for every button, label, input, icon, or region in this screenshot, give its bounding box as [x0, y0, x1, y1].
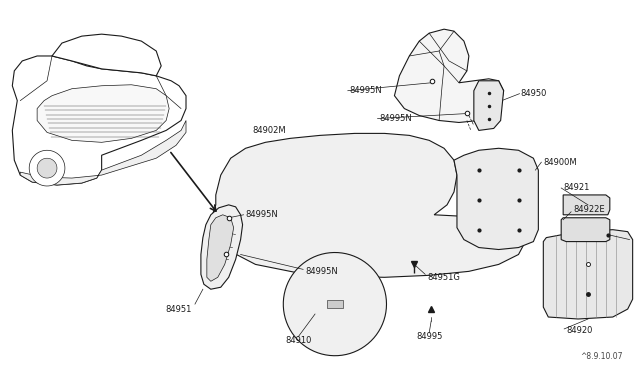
Text: 84995N: 84995N — [380, 114, 412, 123]
Text: 84995: 84995 — [416, 332, 442, 341]
Text: 84922E: 84922E — [573, 205, 605, 214]
Polygon shape — [29, 150, 65, 186]
Text: 84995N: 84995N — [350, 86, 383, 95]
Polygon shape — [454, 148, 538, 250]
Polygon shape — [37, 158, 57, 178]
Text: 84951: 84951 — [166, 305, 192, 314]
Text: 84902M: 84902M — [253, 126, 286, 135]
Polygon shape — [561, 218, 610, 241]
Text: 84920: 84920 — [566, 326, 593, 336]
Text: 84900M: 84900M — [543, 158, 577, 167]
Polygon shape — [211, 134, 529, 277]
Polygon shape — [327, 300, 343, 308]
Polygon shape — [20, 121, 186, 185]
Text: ^8.9.10.07: ^8.9.10.07 — [580, 352, 623, 361]
Text: 84995N: 84995N — [305, 267, 338, 276]
Polygon shape — [474, 81, 504, 131]
Polygon shape — [543, 230, 633, 319]
Polygon shape — [394, 29, 504, 122]
Polygon shape — [201, 205, 243, 289]
Text: 84995N: 84995N — [246, 210, 278, 219]
Polygon shape — [207, 215, 234, 281]
Text: 84910: 84910 — [285, 336, 311, 345]
Polygon shape — [563, 195, 610, 215]
Text: 84950: 84950 — [520, 89, 547, 98]
Text: 84921: 84921 — [563, 183, 589, 192]
Polygon shape — [12, 56, 186, 185]
Polygon shape — [284, 253, 387, 356]
Polygon shape — [37, 85, 169, 142]
Polygon shape — [52, 34, 161, 76]
Text: 84951G: 84951G — [427, 273, 460, 282]
